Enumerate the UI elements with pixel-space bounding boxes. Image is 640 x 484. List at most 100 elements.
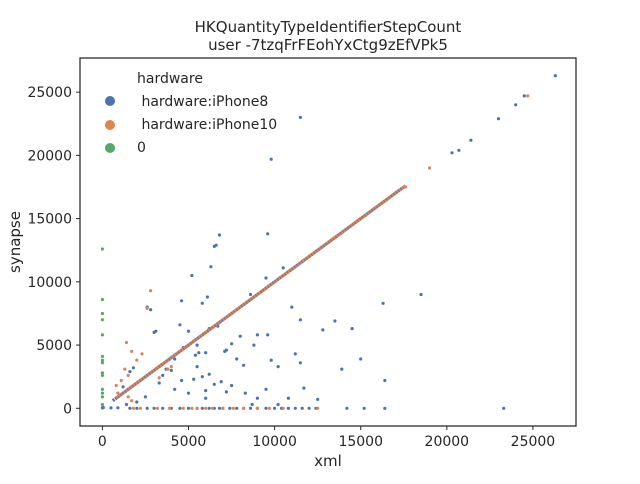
y-tick-label: 5000 [36,338,72,354]
data-point [302,386,306,390]
data-point [403,185,408,189]
data-point [290,305,294,309]
data-point [100,402,104,407]
data-point [298,115,302,119]
data-point [131,406,135,410]
data-point [276,402,280,407]
data-point [298,361,302,365]
data-point [217,233,222,237]
data-point [152,330,156,334]
data-point [204,396,208,400]
data-point [242,363,246,367]
data-point [161,406,165,410]
data-point [169,365,173,369]
data-point [223,349,227,353]
data-point [135,406,139,410]
data-point [252,343,256,347]
legend-label-0: 0 [137,140,146,156]
data-point [100,361,104,365]
legend-entry-iphone10: hardware:iPhone10 [105,117,277,133]
data-point [502,406,506,410]
data-point [238,334,242,338]
data-point [116,391,120,395]
data-point [100,311,104,316]
data-point [230,383,234,388]
legend-marker-iphone8 [105,96,115,106]
data-point [383,378,387,383]
data-point [152,406,156,410]
data-point [250,402,254,407]
x-tick-label: 25000 [511,434,556,450]
plot-frame [79,57,577,427]
data-point [186,329,191,333]
data-point [149,308,153,312]
data-point [267,406,271,410]
data-point [242,406,246,410]
data-point [100,371,104,375]
y-axis-ticks: 0 5000 10000 15000 20000 25000 [27,85,80,417]
data-point [204,406,208,410]
data-point [100,395,104,399]
legend-entry-iphone8: hardware:iPhone8 [105,94,268,110]
legend-entry-0: 0 [105,140,146,156]
data-point [228,406,232,410]
data-point [128,406,132,410]
data-point [209,265,213,269]
data-point [235,406,239,410]
legend-marker-iphone10 [105,120,115,130]
data-point [230,342,234,346]
data-point [124,402,129,407]
data-point [217,406,222,410]
data-point [100,318,104,322]
data-point [243,391,247,395]
data-point [269,157,273,161]
data-point [186,391,191,395]
data-point [161,373,165,377]
data-point [100,297,104,302]
data-point [100,333,104,337]
data-point [145,306,149,310]
data-point [109,406,113,410]
data-point [340,367,344,371]
plot-marks [100,74,557,410]
data-point [126,373,130,377]
y-tick-label: 25000 [27,85,72,101]
x-axis-ticks: 0 5000 10000 15000 20000 25000 [98,426,555,450]
data-point [121,385,125,389]
data-point [138,406,142,410]
data-point [300,406,304,410]
data-point [224,390,228,394]
data-point [190,273,194,278]
data-point [200,406,204,410]
x-tick-label: 0 [98,434,107,450]
data-point [269,358,273,362]
y-tick-label: 15000 [27,212,72,228]
data-point [101,405,105,410]
data-point [126,395,130,399]
data-point [469,138,473,142]
data-point [193,353,197,357]
data-point [264,406,268,410]
data-point [192,377,196,381]
data-point [157,376,161,380]
data-point [173,357,177,361]
data-point [450,151,454,155]
data-point [212,244,216,248]
data-point [135,400,139,404]
data-point [143,395,147,399]
series-2 [100,247,104,407]
x-tick-label: 20000 [425,434,470,450]
data-point [221,406,225,410]
data-point [264,276,268,280]
data-point [123,367,127,371]
data-point [169,368,173,372]
data-point [316,406,320,410]
data-point [522,94,526,98]
data-point [286,396,290,400]
data-point [100,391,104,395]
data-point [383,406,387,410]
data-point [128,370,132,374]
data-point [316,397,320,401]
data-point [116,406,120,410]
data-point [190,406,194,410]
